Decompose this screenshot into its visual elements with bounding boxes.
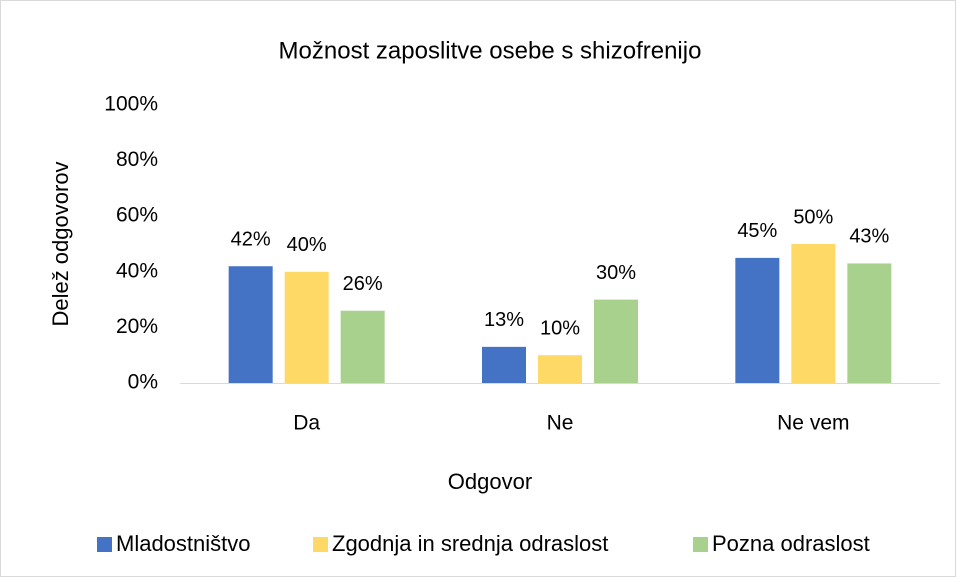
data-label: 43%	[849, 226, 889, 248]
x-tick-label: Da	[293, 412, 320, 435]
data-label: 42%	[231, 229, 271, 251]
x-axis-label: Odgovor	[448, 469, 532, 494]
bar	[284, 271, 329, 383]
x-tick-label: Ne	[547, 412, 574, 435]
chart-title: Možnost zaposlitve osebe s shizofrenijo	[279, 37, 702, 64]
y-tick-label: 40%	[116, 259, 158, 282]
data-label: 45%	[737, 220, 777, 242]
bar	[340, 310, 385, 383]
bar	[735, 257, 780, 383]
data-label: 40%	[287, 234, 327, 256]
data-label: 26%	[343, 273, 383, 295]
y-tick-label: 60%	[116, 204, 158, 227]
bar	[594, 299, 638, 383]
y-tick-label: 100%	[104, 93, 158, 116]
bar	[228, 266, 273, 383]
legend-swatch	[97, 537, 112, 552]
legend-label: Mladostništvo	[116, 531, 251, 556]
y-tick-label: 20%	[116, 315, 158, 338]
bar	[791, 244, 836, 383]
legend-label: Pozna odraslost	[712, 531, 870, 556]
legend-label: Zgodnja in srednja odraslost	[332, 531, 608, 556]
bar	[847, 263, 892, 383]
bar	[482, 346, 526, 383]
data-label: 10%	[540, 317, 580, 339]
legend-swatch	[313, 537, 328, 552]
bar	[538, 355, 582, 383]
data-label: 13%	[484, 309, 524, 331]
y-axis-label: Delež odgovorov	[48, 161, 73, 326]
y-tick-label: 0%	[128, 371, 158, 394]
x-tick-label: Ne vem	[777, 412, 849, 435]
data-label: 50%	[793, 206, 833, 228]
legend-swatch	[693, 537, 708, 552]
y-tick-label: 80%	[116, 148, 158, 171]
data-label: 30%	[596, 262, 636, 284]
